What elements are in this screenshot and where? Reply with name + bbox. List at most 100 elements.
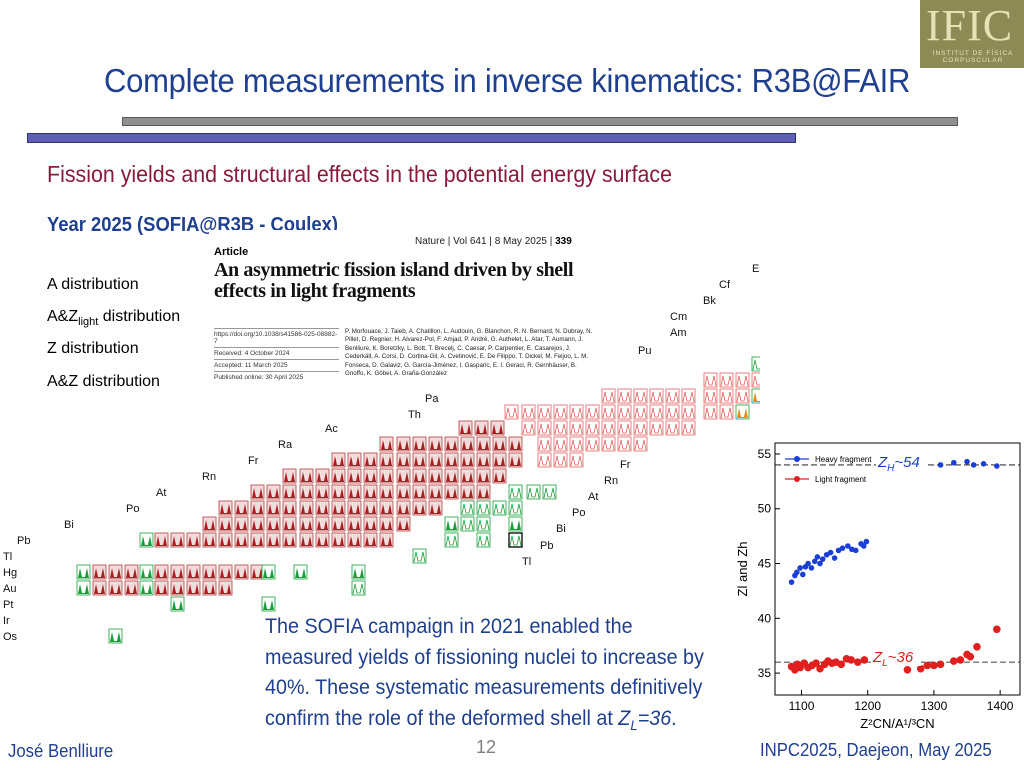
element-label: Rn	[202, 471, 216, 483]
heavy-fragment-point	[805, 560, 811, 567]
nuclide-cell	[299, 500, 314, 516]
nuclide-cell	[508, 516, 523, 532]
nuclide-cell	[76, 564, 91, 580]
nuclide-cell	[412, 436, 427, 452]
legend-label: Z distribution	[47, 340, 139, 357]
element-label: Ir	[3, 615, 10, 627]
nuclide-cell	[460, 500, 475, 516]
legend-tail: distribution	[98, 308, 181, 325]
nuclide-cell	[396, 500, 411, 516]
nuclide-cell	[202, 564, 217, 580]
paper-published: Published online: 30 April 2025	[214, 371, 339, 383]
nuclide-cell	[412, 452, 427, 468]
heavy-fragment-point	[797, 565, 803, 571]
nuclide-cell	[553, 452, 568, 468]
nuclide-cell	[444, 516, 459, 532]
nuclide-cell	[139, 580, 154, 596]
nuclide-cell	[649, 404, 664, 420]
nuclide-cell	[266, 532, 281, 548]
heavy-fragment-point	[863, 538, 870, 545]
nuclide-cell	[537, 404, 552, 420]
annotation-label: ZH~54	[877, 454, 920, 474]
nuclide-cell	[665, 404, 680, 420]
light-fragment-point	[903, 666, 912, 674]
nuclide-cell	[154, 564, 169, 580]
heavy-fragment-point	[980, 461, 987, 467]
nuclide-cell	[363, 452, 378, 468]
nuclide-cell	[412, 500, 427, 516]
heavy-fragment-point	[831, 555, 838, 561]
nuclide-cell	[569, 404, 584, 420]
nuclide-cell	[379, 500, 394, 516]
logo-subtext: INSTITUT DE FÍSICA CORPUSCULAR	[932, 50, 1014, 64]
nuclide-cell	[363, 532, 378, 548]
light-fragment-point	[966, 652, 975, 661]
element-label: Fr	[620, 459, 631, 471]
nuclide-cell	[444, 452, 459, 468]
note-value: =36	[637, 706, 672, 730]
nuclide-cell	[299, 484, 314, 500]
nuclide-cell	[76, 580, 91, 596]
nuclide-cell	[154, 532, 169, 548]
heavy-fragment-point	[964, 458, 970, 465]
nuclide-cell	[347, 468, 362, 484]
nuclide-cell	[601, 404, 616, 420]
heavy-fragment-point	[814, 554, 821, 560]
nuclide-cell	[266, 516, 281, 532]
legend-label: A&Z distribution	[47, 373, 160, 390]
nuclide-cell	[234, 564, 249, 580]
nuclide-cell	[351, 580, 366, 596]
heavy-fragment-point	[819, 556, 826, 562]
nuclide-cell	[363, 500, 378, 516]
nuclide-cell	[633, 436, 648, 452]
nuclide-cell	[299, 468, 314, 484]
paper-meta: https://doi.org/10.1038/s41586-025-08882…	[214, 328, 339, 383]
nuclide-cell	[585, 404, 600, 420]
nuclide-cell	[508, 532, 523, 548]
nuclide-cell	[218, 500, 233, 516]
nuclide-cell	[347, 452, 362, 468]
x-tick-label: 1300	[921, 699, 948, 713]
legend-z-distribution: Z distribution	[47, 340, 139, 358]
nuclide-cell	[331, 468, 346, 484]
article-label: Article	[214, 246, 249, 258]
y-tick-label: 50	[758, 502, 772, 516]
title-rule-blue	[27, 133, 796, 143]
logo-text: IFIC	[926, 1, 1014, 50]
heavy-fragment-point	[970, 462, 977, 468]
journal-name: Nature | Vol 641 | 8 May 2025 |	[415, 236, 553, 247]
nuclide-cell	[331, 516, 346, 532]
nuclide-cell	[202, 580, 217, 596]
title-rule-gray	[122, 117, 958, 126]
nuclide-cell	[601, 420, 616, 436]
paper-authors: P. Morfouace, J. Taieb, A. Chatillon, L.…	[345, 328, 593, 378]
nuclide-cell	[681, 420, 696, 436]
nuclide-cell	[331, 484, 346, 500]
nuclide-cell	[719, 372, 734, 388]
nuclide-cell	[379, 516, 394, 532]
nuclide-cell	[154, 580, 169, 596]
nuclide-cell	[202, 532, 217, 548]
nuclide-cell	[719, 404, 734, 420]
nuclide-cell	[282, 500, 297, 516]
nuclide-cell	[186, 564, 201, 580]
legend-marker	[794, 476, 800, 482]
nuclide-cell	[315, 516, 330, 532]
nuclide-cell	[108, 628, 123, 644]
nuclide-cell	[444, 532, 459, 548]
element-label: Pu	[638, 345, 651, 357]
journal-page: 339	[555, 236, 572, 247]
nuclide-cell	[261, 596, 276, 612]
light-fragment-point	[853, 658, 862, 666]
nuclide-cell	[703, 372, 718, 388]
nuclide-cell	[617, 420, 632, 436]
element-label: Ac	[325, 423, 338, 435]
light-fragment-point	[847, 656, 855, 664]
nuclide-cell	[492, 500, 507, 516]
nuclide-cell	[282, 532, 297, 548]
nuclide-cell	[412, 484, 427, 500]
nuclide-cell	[379, 468, 394, 484]
nuclide-cell	[526, 484, 541, 500]
x-tick-label: 1400	[987, 699, 1014, 713]
nuclide-cell	[347, 516, 362, 532]
